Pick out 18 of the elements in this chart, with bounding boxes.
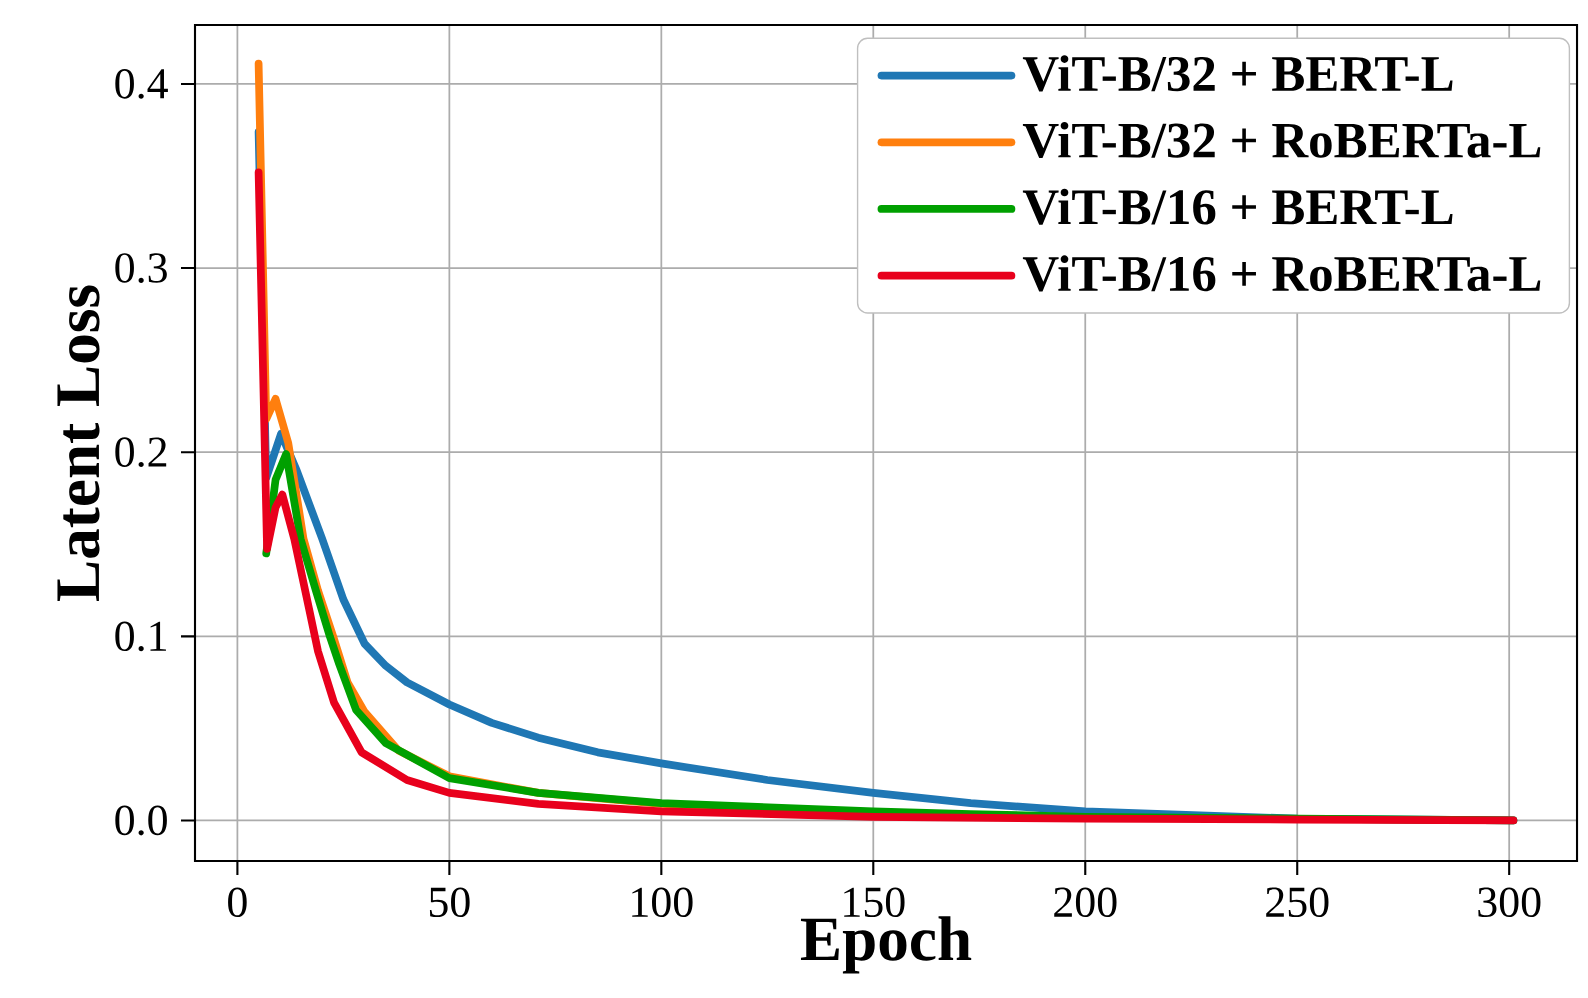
legend-label: ViT-B/32 + BERT-L: [1022, 55, 1453, 92]
x-tick-label: 50: [429, 887, 470, 918]
x-tick-label: 150: [844, 887, 905, 918]
y-tick-label: 0.3: [115, 253, 167, 283]
y-tick-label: 0.0: [115, 805, 167, 836]
x-tick-label: 250: [1266, 887, 1329, 918]
y-tick-label: 0.1: [115, 621, 166, 652]
x-tick-label: 300: [1478, 887, 1541, 918]
legend-label: ViT-B/16 + BERT-L: [1022, 188, 1453, 225]
x-tick-label: 200: [1054, 887, 1117, 918]
legend-label: ViT-B/32 + RoBERTa-L: [1022, 121, 1541, 159]
x-axis-title: Epoch: [800, 916, 972, 974]
y-tick-label: 0.4: [115, 69, 168, 99]
legend-label: ViT-B/16 + RoBERTa-L: [1022, 255, 1541, 292]
y-tick-label: 0.2: [115, 437, 167, 468]
x-tick-label: 0: [228, 887, 247, 918]
x-tick-label: 100: [632, 887, 693, 918]
y-axis-title: Latent Loss: [57, 285, 100, 601]
